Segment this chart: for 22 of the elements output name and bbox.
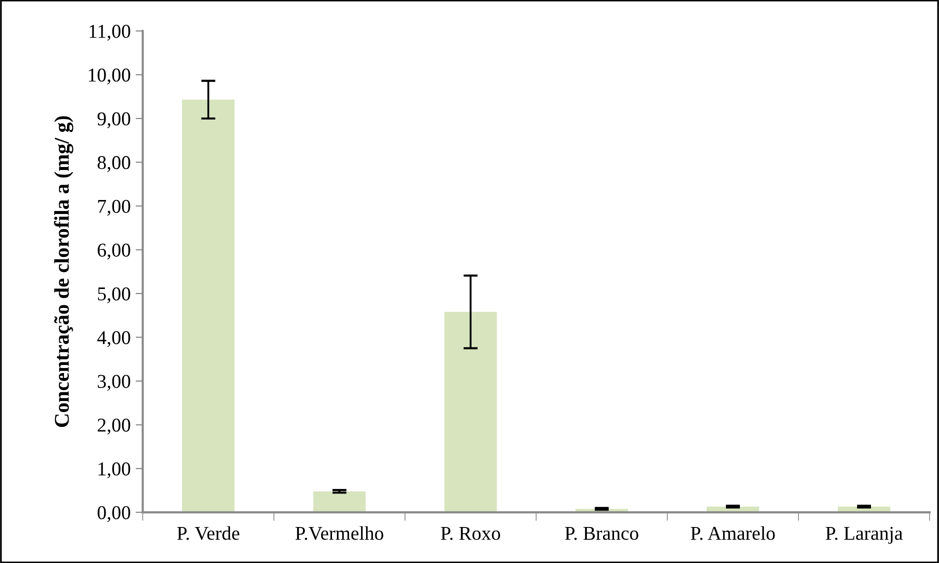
y-tick-label: 5,00 bbox=[98, 287, 130, 304]
y-tick-label: 7,00 bbox=[98, 200, 130, 216]
x-tick-label: P. Laranja bbox=[826, 526, 903, 544]
y-tick-label: 3,00 bbox=[98, 374, 130, 391]
y-axis-title: Concentração de clorofila a (mg/ g) bbox=[54, 116, 74, 427]
y-tick-label: 1,00 bbox=[98, 462, 130, 478]
bar bbox=[444, 312, 497, 512]
y-tick-label: 10,00 bbox=[88, 68, 130, 84]
y-tick-label: 8,00 bbox=[98, 156, 130, 172]
x-tick-label: P.Vermelho bbox=[295, 526, 384, 540]
y-tick-label: 6,00 bbox=[98, 244, 130, 260]
bar bbox=[313, 491, 366, 512]
y-tick-label: 4,00 bbox=[97, 331, 130, 348]
x-tick-label: P. Amarelo bbox=[690, 526, 775, 540]
y-tick-label: 0,00 bbox=[98, 506, 130, 522]
bar bbox=[182, 100, 235, 512]
x-tick-label: P. Verde bbox=[177, 526, 240, 540]
y-tick-label: 9,00 bbox=[98, 112, 130, 128]
x-tick-label: P. Branco bbox=[565, 526, 638, 540]
y-tick-label: 11,00 bbox=[90, 24, 130, 41]
x-tick-label: P. Roxo bbox=[440, 526, 500, 540]
y-tick-label: 2,00 bbox=[98, 418, 130, 435]
